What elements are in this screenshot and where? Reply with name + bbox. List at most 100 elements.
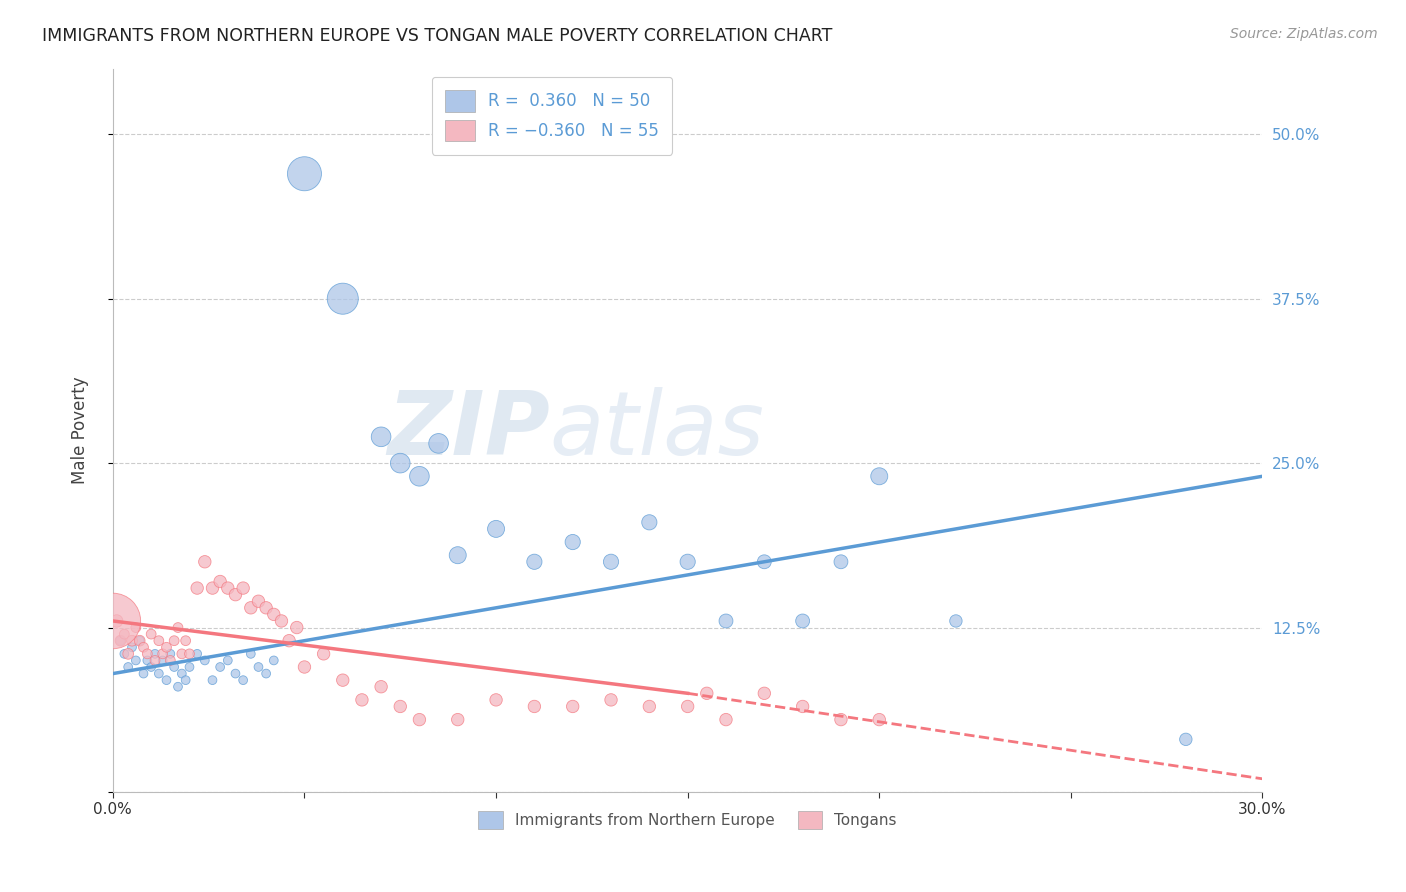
Point [143, 653, 166, 667]
Point [332, 292, 354, 306]
Point [143, 647, 166, 661]
Point [112, 627, 135, 641]
Point [201, 581, 224, 595]
Point [247, 660, 270, 674]
Point [141, 660, 163, 674]
Point [830, 555, 852, 569]
Point [427, 436, 450, 450]
Point [209, 574, 232, 589]
Point [232, 581, 254, 595]
Point [350, 693, 373, 707]
Point [263, 653, 285, 667]
Point [638, 516, 661, 530]
Text: atlas: atlas [550, 387, 765, 474]
Point [389, 456, 412, 470]
Point [294, 167, 316, 181]
Point [389, 699, 412, 714]
Point [232, 673, 254, 688]
Point [117, 647, 139, 661]
Point [136, 647, 159, 661]
Point [125, 653, 148, 667]
Point [167, 621, 190, 635]
Point [112, 647, 135, 661]
Point [121, 640, 143, 655]
Point [600, 693, 623, 707]
Point [485, 693, 508, 707]
Point [247, 594, 270, 608]
Point [714, 713, 737, 727]
Point [792, 614, 814, 628]
Point [868, 713, 890, 727]
Point [128, 633, 150, 648]
Point [714, 614, 737, 628]
Point [485, 522, 508, 536]
Point [676, 555, 699, 569]
Point [270, 614, 292, 628]
Point [868, 469, 890, 483]
Point [638, 699, 661, 714]
Point [148, 633, 170, 648]
Point [224, 588, 246, 602]
Point [186, 581, 208, 595]
Point [254, 600, 277, 615]
Point [163, 660, 186, 674]
Point [167, 680, 190, 694]
Point [600, 555, 623, 569]
Point [370, 430, 392, 444]
Point [117, 660, 139, 674]
Point [194, 555, 217, 569]
Point [754, 555, 776, 569]
Text: ZIP: ZIP [387, 387, 550, 474]
Point [163, 633, 186, 648]
Point [128, 633, 150, 648]
Point [201, 673, 224, 688]
Point [110, 633, 132, 648]
Point [408, 713, 430, 727]
Point [174, 633, 197, 648]
Point [105, 614, 128, 628]
Point [312, 647, 335, 661]
Point [1174, 732, 1197, 747]
Text: Source: ZipAtlas.com: Source: ZipAtlas.com [1230, 27, 1378, 41]
Point [408, 469, 430, 483]
Point [179, 647, 201, 661]
Point [254, 666, 277, 681]
Point [125, 621, 148, 635]
Point [523, 555, 546, 569]
Point [170, 666, 193, 681]
Point [101, 614, 124, 628]
Point [141, 627, 163, 641]
Point [194, 653, 217, 667]
Point [792, 699, 814, 714]
Point [148, 666, 170, 681]
Point [110, 633, 132, 648]
Point [447, 713, 470, 727]
Point [945, 614, 967, 628]
Point [224, 666, 246, 681]
Point [186, 647, 208, 661]
Point [332, 673, 354, 688]
Legend: Immigrants from Northern Europe, Tongans: Immigrants from Northern Europe, Tongans [472, 805, 903, 835]
Point [696, 686, 718, 700]
Point [132, 640, 155, 655]
Text: IMMIGRANTS FROM NORTHERN EUROPE VS TONGAN MALE POVERTY CORRELATION CHART: IMMIGRANTS FROM NORTHERN EUROPE VS TONGA… [42, 27, 832, 45]
Point [676, 699, 699, 714]
Point [830, 713, 852, 727]
Point [217, 581, 239, 595]
Point [121, 633, 143, 648]
Point [285, 621, 308, 635]
Point [155, 673, 177, 688]
Point [217, 653, 239, 667]
Point [136, 653, 159, 667]
Point [370, 680, 392, 694]
Point [239, 600, 262, 615]
Point [294, 660, 316, 674]
Point [209, 660, 232, 674]
Point [179, 660, 201, 674]
Point [170, 647, 193, 661]
Point [754, 686, 776, 700]
Y-axis label: Male Poverty: Male Poverty [72, 376, 89, 484]
Point [561, 699, 583, 714]
Point [132, 666, 155, 681]
Point [174, 673, 197, 688]
